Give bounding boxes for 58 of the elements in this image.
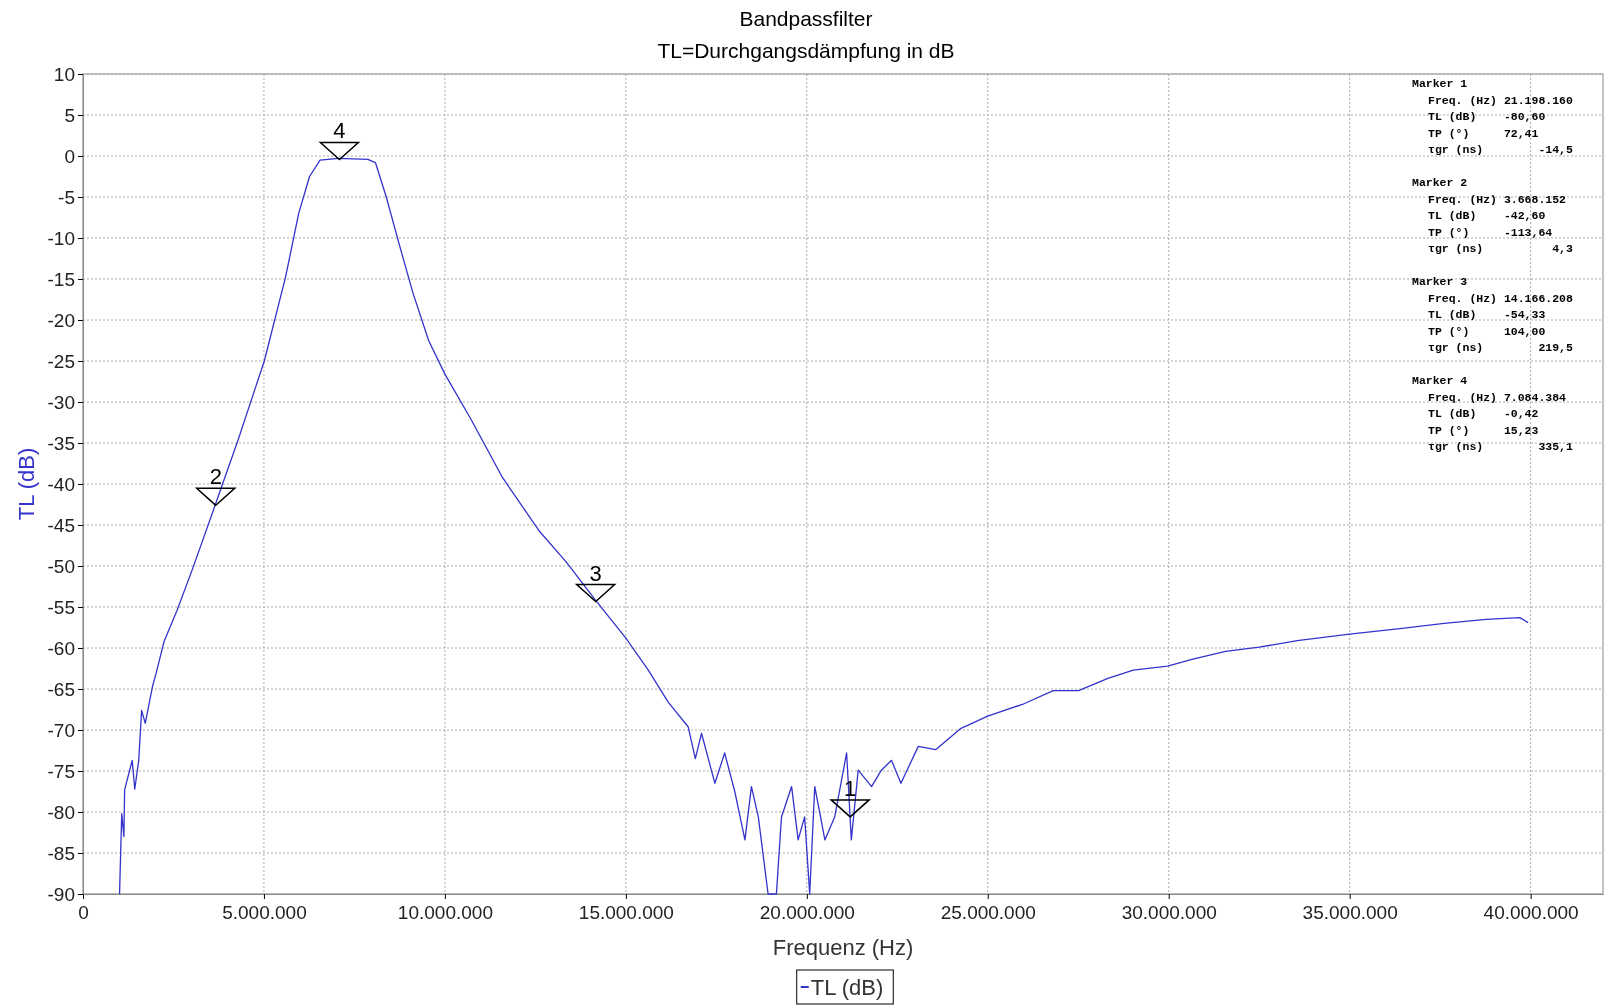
annotation: TL (dB) -54,33 [1428, 308, 1546, 321]
legend-label: TL (dB) [810, 975, 884, 1000]
annotation: TP (°) 72,41 [1428, 126, 1539, 140]
y-tick-label: -85 [47, 842, 75, 864]
x-tick-label: 35.000.000 [1302, 902, 1398, 924]
annotation: 3 [589, 560, 602, 586]
x-axis-title: Frequenz (Hz) [772, 935, 914, 960]
y-tick-label: -75 [47, 760, 75, 782]
annotation: τgr (ns) 219,5 [1428, 341, 1574, 354]
annotation: TP (°) 104,00 [1428, 324, 1546, 338]
annotation: TL (dB) -42,60 [1428, 209, 1546, 222]
y-axis-title: TL (dB) [14, 447, 39, 521]
annotation: TP (°) 15,23 [1428, 423, 1539, 437]
annotation: Freq. (Hz) 3.668.152 [1428, 192, 1567, 206]
y-tick-label: -40 [47, 473, 75, 495]
y-tick-label: -65 [47, 678, 75, 700]
x-tick-label: 0 [78, 902, 89, 924]
y-tick-label: -10 [47, 227, 75, 249]
annotation: TP (°) -113,64 [1428, 225, 1553, 239]
x-tick-label: 15.000.000 [578, 902, 674, 924]
chart-title: Bandpassfilter [739, 7, 873, 30]
y-tick-label: -30 [47, 391, 75, 413]
y-tick-label: -15 [47, 268, 75, 290]
x-tick-label: 30.000.000 [1121, 902, 1217, 924]
y-tick-label: -5 [58, 186, 75, 208]
annotation: Marker 2 [1412, 176, 1468, 189]
y-tick-label: 5 [64, 104, 75, 126]
y-tick-label: -70 [47, 719, 75, 741]
annotation: Marker 1 [1412, 77, 1468, 90]
y-tick-label: -55 [47, 596, 75, 618]
y-tick-label: -45 [47, 514, 75, 536]
annotation: Freq. (Hz) 21.198.160 [1428, 93, 1574, 107]
x-tick-label: 25.000.000 [940, 902, 1036, 924]
x-tick-label: 40.000.000 [1483, 902, 1579, 924]
annotation: Freq. (Hz) 14.166.208 [1428, 291, 1574, 305]
chart-subtitle: TL=Durchgangsdämpfung in dB [657, 39, 955, 62]
y-tick-label: -20 [47, 309, 75, 331]
x-tick-label: 5.000.000 [222, 902, 307, 924]
annotation: τgr (ns) -14,5 [1428, 143, 1574, 156]
y-tick-label: -50 [47, 555, 75, 577]
annotation: Marker 4 [1412, 374, 1468, 387]
annotation: τgr (ns) 4,3 [1428, 242, 1574, 255]
y-tick-label: -80 [47, 801, 75, 823]
annotation: Marker 3 [1412, 275, 1468, 288]
annotation: Freq. (Hz) 7.084.384 [1428, 390, 1567, 404]
y-tick-label: -60 [47, 637, 75, 659]
x-tick-label: 20.000.000 [759, 902, 855, 924]
annotation: TL (dB) -80,60 [1428, 110, 1546, 123]
annotation: τgr (ns) 335,1 [1428, 440, 1574, 453]
y-tick-label: 10 [53, 63, 75, 85]
y-tick-label: -90 [47, 883, 75, 905]
y-tick-label: -35 [47, 432, 75, 454]
annotation: 2 [209, 464, 222, 490]
y-tick-label: 0 [64, 145, 75, 167]
annotation: TL (dB) -0,42 [1428, 407, 1539, 420]
annotation: 4 [333, 118, 346, 144]
x-tick-label: 10.000.000 [397, 902, 493, 924]
y-tick-label: -25 [47, 350, 75, 372]
